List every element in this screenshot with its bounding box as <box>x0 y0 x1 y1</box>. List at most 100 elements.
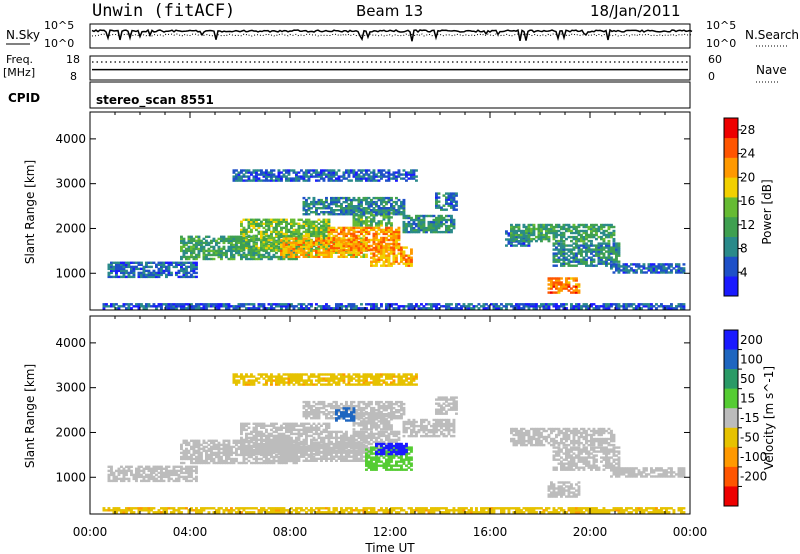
velocity-cell <box>297 434 301 438</box>
velocity-cell <box>165 469 168 473</box>
power-cell <box>540 227 543 231</box>
power-cell <box>365 222 368 225</box>
velocity-cell <box>275 430 278 434</box>
power-cell <box>585 244 588 247</box>
power-cell <box>130 267 133 271</box>
power-cell <box>167 265 171 269</box>
power-cell <box>602 262 606 265</box>
power-cell <box>192 245 196 249</box>
power-cell <box>347 211 351 214</box>
power-cell <box>367 196 371 200</box>
power-cell <box>207 235 211 238</box>
power-cell <box>235 249 238 253</box>
power-cell <box>562 252 566 255</box>
power-cell <box>452 224 456 228</box>
power-cell <box>415 169 418 172</box>
velocity-cell <box>207 453 211 457</box>
power-cell <box>420 218 423 222</box>
power-cell <box>580 235 583 239</box>
power-cell <box>602 248 606 251</box>
power-cell <box>357 230 361 234</box>
power-cell <box>370 260 373 263</box>
power-cell <box>312 220 316 223</box>
power-cell <box>285 249 288 252</box>
power-cell <box>235 235 238 238</box>
power-cell <box>242 169 246 172</box>
power-cell <box>625 271 628 274</box>
power-cell <box>280 243 283 246</box>
power-cell <box>302 200 306 204</box>
power-cell <box>180 265 183 269</box>
power-cell <box>510 223 513 227</box>
power-cell <box>385 248 388 251</box>
power-cell <box>340 175 343 178</box>
power-cell <box>602 237 606 241</box>
power-cell <box>190 251 193 255</box>
power-cell <box>367 244 371 248</box>
power-cell <box>387 246 391 250</box>
power-cell <box>212 239 216 243</box>
power-cell <box>370 244 373 248</box>
velocity-cell <box>190 471 193 475</box>
power-cell <box>465 307 468 310</box>
power-cell <box>135 303 138 306</box>
power-cell <box>192 257 196 261</box>
velocity-cell <box>287 426 291 429</box>
power-cell <box>577 246 581 249</box>
power-cell <box>132 305 136 308</box>
power-cell <box>302 220 306 223</box>
velocity-cell <box>215 447 218 451</box>
velocity-cell <box>225 447 228 451</box>
power-cell <box>250 236 253 240</box>
power-cell <box>372 173 376 176</box>
velocity-cell <box>220 447 223 451</box>
velocity-cell <box>297 424 301 427</box>
power-cell <box>332 179 336 182</box>
power-cell <box>522 229 526 233</box>
power-cell <box>522 244 526 247</box>
velocity-cell <box>325 426 328 429</box>
power-cell <box>190 249 193 253</box>
power-cell <box>577 303 581 306</box>
velocity-cell <box>182 477 186 481</box>
power-cell <box>352 234 356 238</box>
power-cell <box>200 247 203 251</box>
power-cell <box>265 244 268 248</box>
power-cell <box>392 260 396 263</box>
power-cell <box>585 258 588 261</box>
velocity-cell <box>262 444 266 448</box>
power-cell <box>440 218 443 222</box>
power-cell <box>327 202 331 206</box>
power-cell <box>240 241 243 245</box>
power-cell <box>197 243 201 247</box>
velocity-cell <box>292 451 296 454</box>
power-cell <box>252 220 256 223</box>
power-cell <box>180 249 183 253</box>
power-cell <box>605 242 608 245</box>
power-cell <box>367 216 371 219</box>
power-cell <box>337 244 341 248</box>
power-cell <box>180 237 183 241</box>
power-cell <box>287 253 291 257</box>
power-cell <box>305 213 308 216</box>
power-colorbar-frame <box>723 117 739 297</box>
power-cell <box>585 223 588 227</box>
power-cell <box>335 237 338 240</box>
velocity-cell <box>295 457 298 460</box>
velocity-cell <box>187 441 191 445</box>
power-cell <box>247 238 251 242</box>
power-cell <box>165 273 168 277</box>
power-cell <box>102 305 106 308</box>
power-cell <box>282 243 286 246</box>
power-cell <box>677 263 681 266</box>
power-cell <box>370 303 373 306</box>
power-cell <box>272 248 276 252</box>
velocity-cell <box>142 477 146 481</box>
power-cell <box>437 192 441 195</box>
power-cell <box>345 244 348 248</box>
velocity-cell <box>327 430 331 434</box>
power-cell <box>320 224 323 228</box>
velocity-cell <box>190 479 193 483</box>
power-cell <box>450 303 453 306</box>
power-cell <box>355 171 358 174</box>
